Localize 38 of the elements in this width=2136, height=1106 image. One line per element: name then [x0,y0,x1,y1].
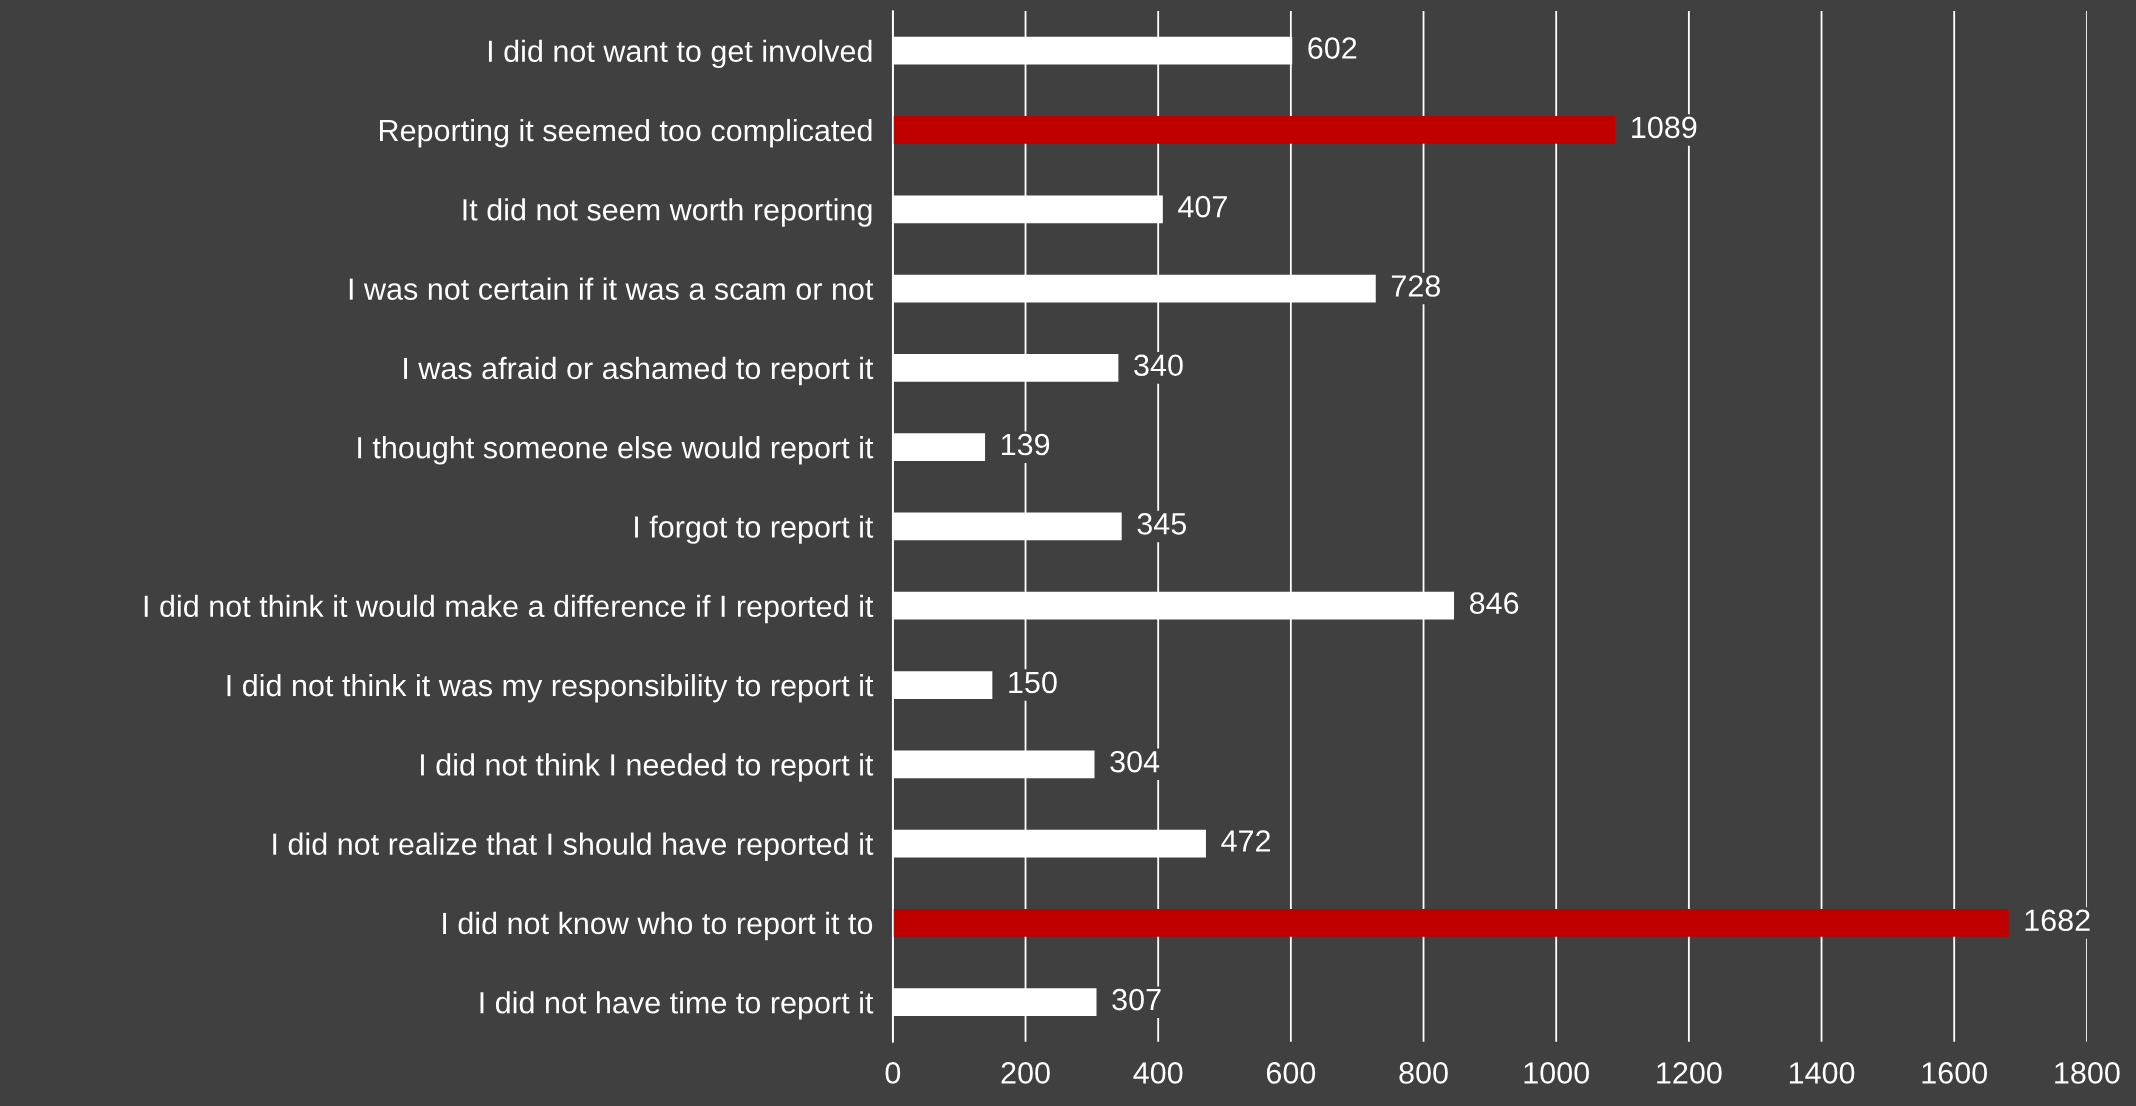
y-tick-label: It did not seem worth reporting [463,198,872,227]
y-tick-label: Reporting it seemed too complicated [380,118,872,148]
data-label: 304 [1110,750,1160,773]
x-tick-label: 1200 [1657,1062,1722,1084]
y-tick-label: I did not have time to report it [480,991,874,1020]
data-label: 728 [1391,275,1441,297]
data-label: 846 [1469,592,1519,614]
data-label: 1089 [1632,116,1697,139]
data-label: 472 [1221,830,1270,852]
x-tick-label: 1400 [1789,1062,1855,1084]
y-tick-label: I did not want to get involved [488,39,872,69]
y-tick-label: I was afraid or ashamed to report it [404,356,874,386]
x-tick-label: 800 [1399,1062,1448,1084]
data-label: 602 [1308,37,1357,59]
data-label: 345 [1137,513,1186,535]
y-tick-label: I was not certain if it was a scam or not [349,277,874,300]
x-tick-label: 0 [885,1062,901,1084]
y-tick-label: I did not think it was my responsibility to report it [227,673,874,703]
y-tick-label: I did not think it would make a difference if I reported it [144,594,874,624]
y-tick-label: I did not realize that I should have reported it [273,832,874,862]
x-tick-label: 200 [1001,1062,1050,1084]
x-tick-label: 1000 [1524,1062,1589,1084]
data-label: 307 [1112,988,1161,1011]
y-tick-label: I did not think I needed to report it [421,753,874,782]
x-tick-label: 1600 [1922,1062,1987,1084]
data-label: 340 [1134,354,1183,377]
bar [892,909,2009,937]
x-tick-label: 1800 [2055,1062,2120,1084]
data-label: 139 [1001,433,1050,456]
x-tick-label: 400 [1133,1062,1183,1084]
y-tick-label: I forgot to report it [635,515,874,544]
data-label: 407 [1178,195,1227,218]
x-tick-label: 600 [1266,1062,1316,1084]
data-label: 1682 [2025,909,2090,932]
data-label: 150 [1009,671,1057,694]
bar [892,116,1616,144]
y-tick-label: I did not know who to report it to [443,911,873,941]
y-tick-label: I thought someone else would report it [358,436,874,465]
